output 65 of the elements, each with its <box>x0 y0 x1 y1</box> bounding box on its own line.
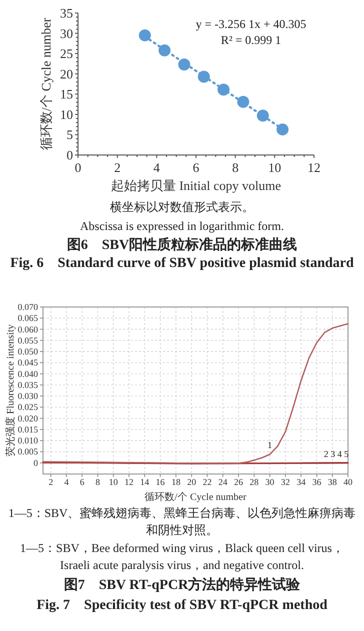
x-tick-label: 26 <box>234 477 244 487</box>
x-tick-label: 12 <box>124 477 134 487</box>
text: Fig. 6 Standard curve of SBV positive plasmid standard <box>9 255 355 272</box>
x-tick-label: 38 <box>328 477 338 487</box>
y-tick-label: 0.020 <box>18 413 38 424</box>
y-tick-label: 0.045 <box>18 358 38 368</box>
text: 1—5：SBV、蜜蜂残翅病毒、黑蜂王台病毒、以色列急性麻痹病毒和阴性对照。 <box>7 505 357 539</box>
x-tick-label: 20 <box>187 477 197 487</box>
x-tick-label: 6 <box>192 160 200 175</box>
text: 图6 SBV阳性质粒标准品的标准曲线 <box>66 236 298 254</box>
x-tick-label: 8 <box>95 477 100 487</box>
y-tick-label: 0.010 <box>18 436 38 446</box>
x-tick-label: 12 <box>308 160 320 175</box>
x-tick-label: 4 <box>64 477 70 487</box>
y-tick-label: 0.050 <box>18 346 38 357</box>
y-tick-label: 15 <box>60 86 73 102</box>
text: Fig. 7 Specificity test of SBV RT-qPCR method <box>36 597 328 614</box>
y-tick-label: 0.060 <box>18 324 38 334</box>
annotation: 1 <box>268 440 272 450</box>
y-tick-label: 25 <box>60 46 73 62</box>
y-tick-label: 30 <box>60 26 73 41</box>
x-tick-label: 2 <box>48 477 54 487</box>
x-tick-label: 32 <box>280 477 290 487</box>
text: 1—5：SBV，Bee deformed wing virus，Black queen cell virus，Israeli acute paralysis virus，and negative control. <box>19 540 345 574</box>
text: Abscissa is expressed in logarithmic form. <box>79 218 285 235</box>
y-tick-label: 0 <box>34 458 38 468</box>
y-tick-label: 0.035 <box>18 380 38 390</box>
y-tick-label: 0.040 <box>18 368 38 379</box>
x-tick-label: 40 <box>344 477 353 487</box>
x-tick-label: 24 <box>218 477 228 487</box>
annotation: R² = 0.999 1 <box>220 33 282 47</box>
y-tick-label: 5 <box>66 127 73 142</box>
y-tick-label: 0.015 <box>18 424 38 434</box>
y-tick-label: 0.055 <box>18 335 38 346</box>
x-tick-label: 8 <box>232 160 239 175</box>
x-tick-label: 22 <box>202 477 212 487</box>
y-axis-title: 循环数/个 Cycle number <box>38 17 54 150</box>
y-tick-label: 0.025 <box>18 402 38 412</box>
text: 图7 SBV RT-qPCR方法的特异性试验 <box>62 576 302 594</box>
y-tick-label: 0.005 <box>18 446 38 457</box>
annotation: 2 3 4 5 <box>324 448 350 459</box>
x-tick-label: 36 <box>312 477 322 487</box>
x-axis-title: 起始拷贝量 Initial copy volume <box>110 178 282 193</box>
y-tick-label: 20 <box>60 66 73 82</box>
y-axis-title: 荧光强度 Fluorescence intensity <box>4 324 16 457</box>
annotation: y = -3.256 1x + 40.305 <box>196 17 306 31</box>
x-axis-title: 循环数/个 Cycle number <box>144 491 247 503</box>
x-tick-label: 34 <box>296 477 306 487</box>
x-tick-label: 14 <box>140 477 150 487</box>
y-tick-label: 0 <box>66 148 73 162</box>
y-tick-label: 35 <box>60 6 73 20</box>
x-tick-label: 16 <box>156 477 166 487</box>
text: 横坐标以对数值形式表示。 <box>109 199 255 216</box>
y-tick-label: 10 <box>60 106 73 122</box>
x-tick-label: 18 <box>171 477 181 487</box>
y-tick-label: 0.030 <box>18 391 38 402</box>
y-tick-label: 0.065 <box>18 313 38 324</box>
x-tick-label: 10 <box>268 160 282 175</box>
y-tick-label: 0.070 <box>18 302 38 312</box>
x-tick-label: 2 <box>114 160 121 175</box>
x-tick-label: 4 <box>153 160 160 175</box>
x-tick-label: 10 <box>108 477 118 487</box>
x-tick-label: 6 <box>80 477 85 487</box>
x-tick-label: 28 <box>250 477 260 487</box>
x-tick-label: 30 <box>265 477 275 487</box>
